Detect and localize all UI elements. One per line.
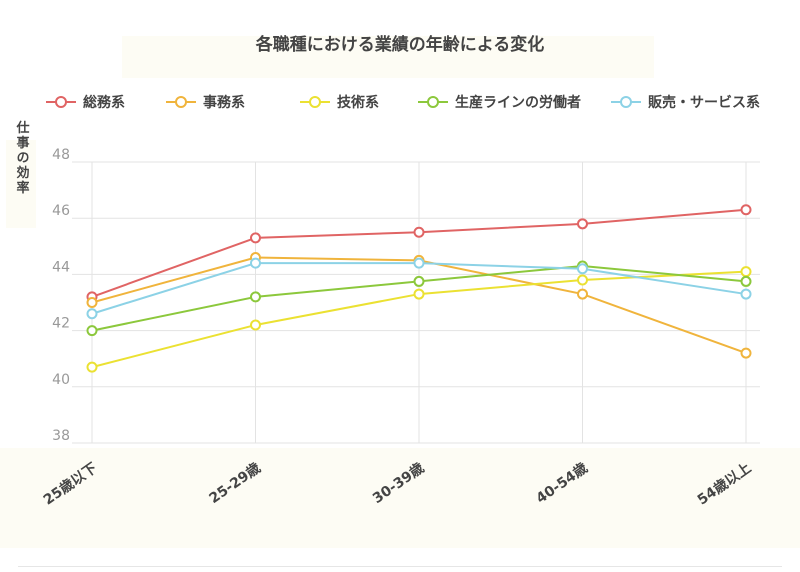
data-point[interactable] [577,218,588,230]
grid-layer [72,161,760,444]
data-point[interactable] [577,288,588,300]
legend-item[interactable]: 販売・サービス系 [611,94,760,111]
series-layer [86,204,752,373]
legend-swatch-marker [55,96,67,108]
data-point[interactable] [413,288,425,300]
title-backdrop [122,36,654,78]
series [86,257,752,320]
footer-divider [18,566,782,567]
data-point[interactable] [740,204,752,216]
data-point[interactable] [740,275,752,287]
data-point[interactable] [250,319,261,331]
data-point[interactable] [250,291,261,303]
x-axis-backdrop [0,448,800,548]
data-point[interactable] [577,263,588,275]
legend-item[interactable]: 総務系 [46,94,125,111]
y-axis-title-backdrop [6,140,36,228]
legend-label: 総務系 [83,94,125,111]
legend: 総務系 事務系 技術系 生産ラインの労働者 販売・サービス系 [46,94,760,111]
data-point[interactable] [86,361,98,373]
data-point[interactable] [413,226,425,238]
data-point[interactable] [413,257,425,269]
y-axis-title: 仕事の効率 [6,120,36,228]
y-tick-label: 42 [52,316,70,332]
legend-item[interactable]: 事務系 [166,94,245,111]
data-point[interactable] [740,347,752,359]
data-point[interactable] [86,325,98,337]
y-tick-label: 44 [52,259,70,275]
legend-label: 販売・サービス系 [648,94,760,111]
legend-item[interactable]: 生産ラインの労働者 [418,94,581,111]
data-point[interactable] [250,257,261,269]
legend-swatch-marker [175,96,187,108]
y-tick-label: 38 [52,428,70,444]
y-tick-label: 48 [52,147,70,163]
legend-item[interactable]: 技術系 [300,94,379,111]
y-tick-label: 46 [52,203,70,219]
legend-swatch-marker [309,96,321,108]
data-point[interactable] [413,275,425,287]
data-point[interactable] [577,274,588,286]
legend-label: 生産ラインの労働者 [455,94,581,111]
y-tick-label: 40 [52,372,70,388]
legend-swatch-marker [620,96,632,108]
legend-label: 技術系 [337,94,379,111]
data-point[interactable] [740,288,752,300]
y-axis-title-text: 仕事の効率 [14,120,31,196]
data-point[interactable] [86,308,98,320]
data-point[interactable] [86,297,98,308]
data-point[interactable] [250,232,261,244]
legend-swatch-marker [427,96,439,108]
legend-label: 事務系 [203,94,245,111]
chart-title: 各職種における業績の年齢による変化 [255,34,545,55]
data-point[interactable] [740,266,752,278]
